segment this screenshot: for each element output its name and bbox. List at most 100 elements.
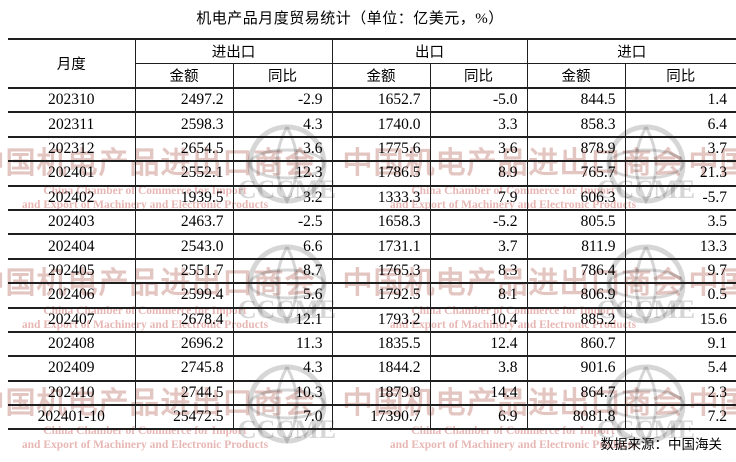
yoy-cell: -2.9 xyxy=(232,88,333,114)
table-header: 月度 进出口 出口 进口 金额 同比 金额 同比 金额 同比 xyxy=(8,38,736,89)
table-row: 202401 2552.1 12.3 1786.5 8.9 765.7 21.3 xyxy=(8,161,736,187)
table-row: 202409 2745.8 4.3 1844.2 3.8 901.6 5.4 xyxy=(8,356,736,382)
table-row: 202402 1939.5 3.2 1333.3 7.9 606.3 -5.7 xyxy=(8,185,736,211)
amount-cell: 2745.8 xyxy=(134,356,234,382)
yoy-cell: 8.9 xyxy=(429,161,528,187)
yoy-cell: 3.5 xyxy=(624,209,736,236)
yoy-cell: -5.2 xyxy=(429,209,528,236)
yoy-cell: 6.4 xyxy=(624,112,736,138)
amount-cell: 844.5 xyxy=(526,88,626,114)
sub-header-row: 金额 同比 金额 同比 金额 同比 xyxy=(8,63,736,89)
month-cell: 202404 xyxy=(8,234,136,260)
yoy-cell: 10.3 xyxy=(232,380,333,407)
header-group-export: 出口 xyxy=(331,38,528,64)
amount-cell: 805.5 xyxy=(526,209,626,236)
yoy-cell: 3.6 xyxy=(429,136,528,163)
amount-cell: 1652.7 xyxy=(331,88,431,114)
yoy-cell: 3.3 xyxy=(429,112,528,138)
amount-cell: 1740.0 xyxy=(331,112,431,138)
yoy-cell: 9.1 xyxy=(624,331,736,358)
month-cell: 202310 xyxy=(8,88,136,114)
month-cell: 202407 xyxy=(8,307,136,333)
header-amount: 金额 xyxy=(135,63,234,89)
table-row: 202401-10 25472.5 7.0 17390.7 6.9 8081.8 7.2 xyxy=(8,405,736,431)
yoy-cell: 5.6 xyxy=(232,283,333,309)
yoy-cell: 8.7 xyxy=(232,258,333,285)
amount-cell: 1658.3 xyxy=(331,209,431,236)
amount-cell: 1939.5 xyxy=(134,185,234,211)
yoy-cell: 6.9 xyxy=(429,405,528,431)
yoy-cell: -2.5 xyxy=(232,209,333,236)
amount-cell: 2543.0 xyxy=(134,234,234,260)
yoy-cell: 6.6 xyxy=(232,234,333,260)
yoy-cell: 5.4 xyxy=(624,356,736,382)
amount-cell: 2678.4 xyxy=(134,307,234,333)
month-cell: 202311 xyxy=(8,112,136,138)
yoy-cell: 4.3 xyxy=(232,112,333,138)
amount-cell: 864.7 xyxy=(526,380,626,407)
yoy-cell: 2.3 xyxy=(624,380,736,407)
header-amount: 金额 xyxy=(331,63,431,89)
yoy-cell: 0.5 xyxy=(624,283,736,309)
amount-cell: 901.6 xyxy=(526,356,626,382)
yoy-cell: 21.3 xyxy=(624,161,736,187)
amount-cell: 1731.1 xyxy=(331,234,431,260)
amount-cell: 8081.8 xyxy=(526,405,626,431)
yoy-cell: 4.3 xyxy=(232,356,333,382)
amount-cell: 1844.2 xyxy=(331,356,431,382)
month-cell: 202408 xyxy=(8,331,136,358)
table-row: 202312 2654.5 3.6 1775.6 3.6 878.9 3.7 xyxy=(8,136,736,163)
month-cell: 202401-10 xyxy=(8,405,136,431)
table-row: 202405 2551.7 8.7 1765.3 8.3 786.4 9.7 xyxy=(8,258,736,285)
amount-cell: 2551.7 xyxy=(134,258,234,285)
yoy-cell: 3.8 xyxy=(429,356,528,382)
header-yoy: 同比 xyxy=(429,63,528,89)
yoy-cell: 12.1 xyxy=(232,307,333,333)
amount-cell: 1786.5 xyxy=(331,161,431,187)
month-cell: 202401 xyxy=(8,161,136,187)
month-cell: 202410 xyxy=(8,380,136,407)
table-row: 202310 2497.2 -2.9 1652.7 -5.0 844.5 1.4 xyxy=(8,88,736,114)
yoy-cell: 9.7 xyxy=(624,258,736,285)
yoy-cell: 3.7 xyxy=(429,234,528,260)
month-cell: 202402 xyxy=(8,185,136,211)
yoy-cell: 3.2 xyxy=(232,185,333,211)
yoy-cell: 10.4 xyxy=(429,307,528,333)
yoy-cell: 1.4 xyxy=(624,88,736,114)
yoy-cell: -5.0 xyxy=(429,88,528,114)
data-source-label: 数据来源：中国海关 xyxy=(600,437,723,452)
table-body: 202310 2497.2 -2.9 1652.7 -5.0 844.5 1.4 202311… xyxy=(8,88,736,431)
header-month: 月度 xyxy=(8,38,136,89)
month-cell: 202405 xyxy=(8,258,136,285)
amount-cell: 606.3 xyxy=(526,185,626,211)
trade-table: 月度 进出口 出口 进口 金额 同比 金额 同比 金额 同比 202310 249… xyxy=(8,38,736,431)
yoy-cell: 8.3 xyxy=(429,258,528,285)
amount-cell: 786.4 xyxy=(526,258,626,285)
amount-cell: 2552.1 xyxy=(134,161,234,187)
amount-cell: 2744.5 xyxy=(134,380,234,407)
amount-cell: 858.3 xyxy=(526,112,626,138)
group-header-row: 月度 进出口 出口 进口 xyxy=(8,38,736,89)
page-title: 机电产品月度贸易统计（单位：亿美元，%） xyxy=(196,11,504,27)
yoy-cell: 14.4 xyxy=(429,380,528,407)
header-yoy: 同比 xyxy=(232,63,333,89)
amount-cell: 2463.7 xyxy=(134,209,234,236)
amount-cell: 2598.3 xyxy=(134,112,234,138)
yoy-cell: -5.7 xyxy=(624,185,736,211)
watermark-en-line2: and Export of Machinery and Electronic P… xyxy=(21,439,269,451)
table-row: 202407 2678.4 12.1 1793.2 10.4 885.2 15.6 xyxy=(8,307,736,333)
header-group-import: 进口 xyxy=(526,38,736,64)
table-row: 202404 2543.0 6.6 1731.1 3.7 811.9 13.3 xyxy=(8,234,736,260)
amount-cell: 885.2 xyxy=(526,307,626,333)
yoy-cell: 11.3 xyxy=(232,331,333,358)
header-yoy: 同比 xyxy=(624,63,736,89)
amount-cell: 811.9 xyxy=(526,234,626,260)
amount-cell: 2696.2 xyxy=(134,331,234,358)
amount-cell: 2599.4 xyxy=(134,283,234,309)
amount-cell: 878.9 xyxy=(526,136,626,163)
yoy-cell: 7.9 xyxy=(429,185,528,211)
table-row: 202410 2744.5 10.3 1879.8 14.4 864.7 2.3 xyxy=(8,380,736,407)
yoy-cell: 7.2 xyxy=(624,405,736,431)
header-group-import-export: 进出口 xyxy=(134,38,333,64)
